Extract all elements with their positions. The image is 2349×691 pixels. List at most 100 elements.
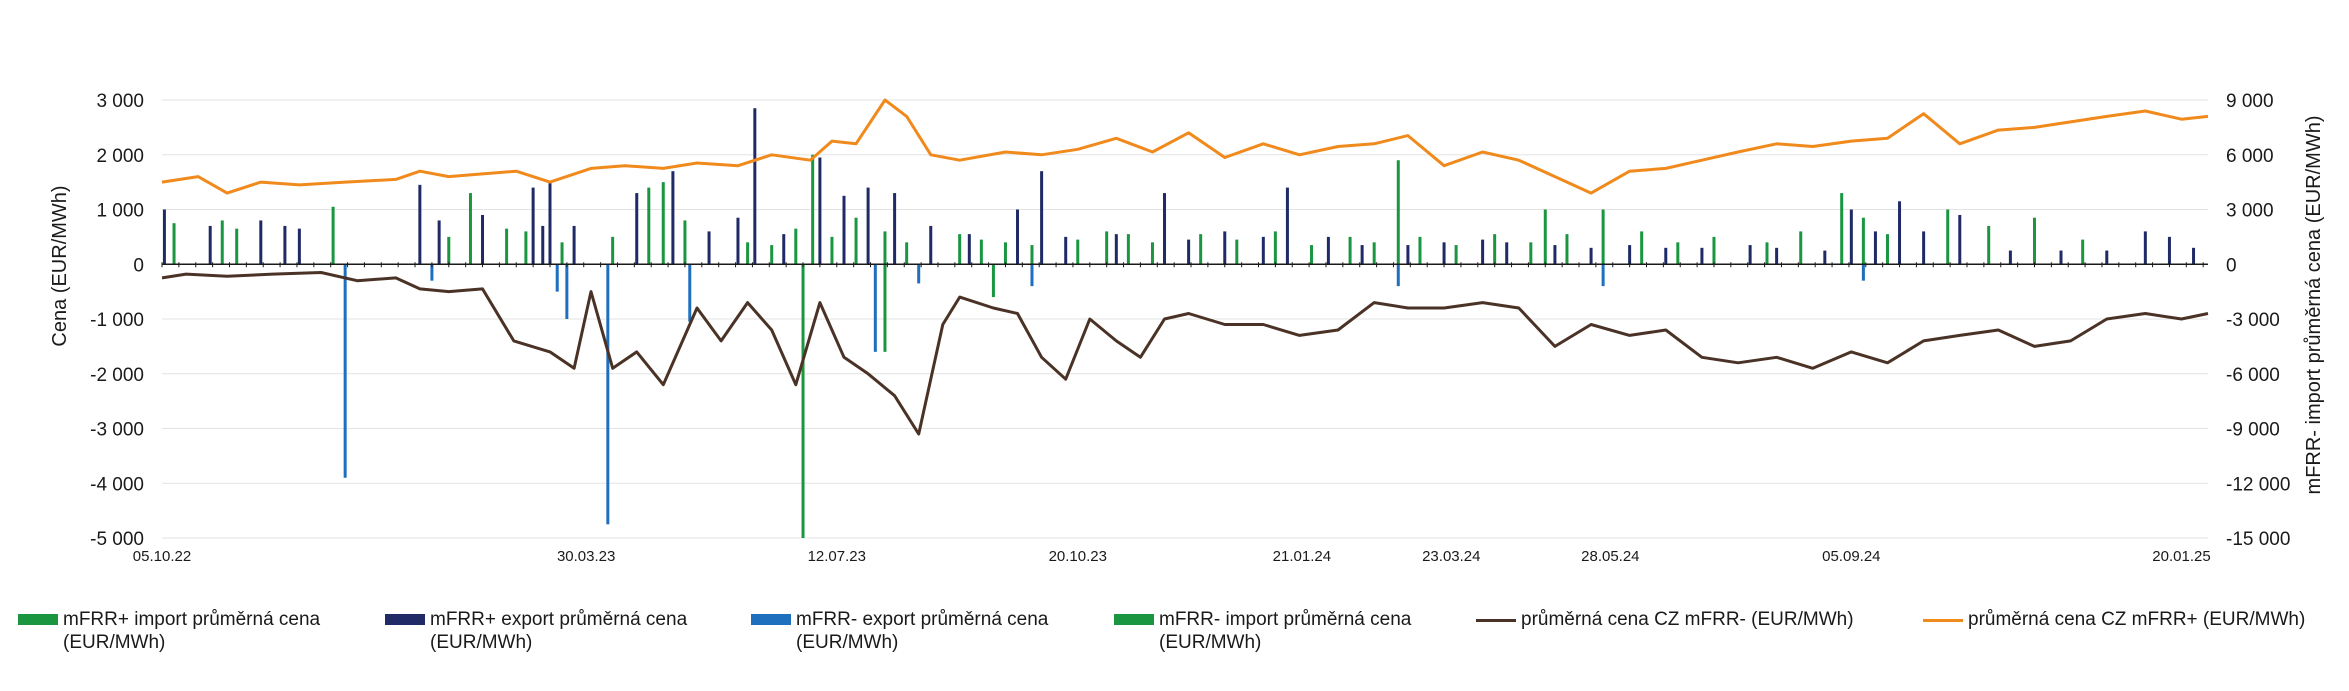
bar	[1987, 225, 1991, 265]
legend-swatch	[1476, 619, 1516, 622]
series-line	[161, 271, 2209, 436]
bar	[2032, 217, 2036, 265]
y-tick-label: 0	[133, 255, 144, 276]
y2-tick-label: -6 000	[2226, 365, 2280, 386]
y2-axis-title: mFRR- import průměrná cena (EUR/MWh)	[2303, 116, 2325, 495]
bar	[929, 225, 933, 265]
bar	[1493, 234, 1497, 265]
legend-item-mfrr-minus-import: mFRR- import průměrná cena (EUR/MWh)	[1114, 608, 1489, 654]
bar	[1016, 209, 1020, 265]
bar	[1640, 231, 1644, 265]
bar	[801, 264, 805, 538]
bar	[688, 264, 692, 322]
legend-label: mFRR+ import průměrná cena (EUR/MWh)	[63, 609, 321, 653]
y2-tick-label: 9 000	[2226, 91, 2274, 112]
bar	[343, 264, 347, 478]
bar	[1126, 234, 1130, 265]
y2-tick-label: -9 000	[2226, 420, 2280, 441]
bar	[331, 206, 335, 265]
bar	[283, 225, 287, 265]
bar	[1199, 234, 1203, 265]
bar	[1348, 236, 1352, 265]
bar	[606, 264, 610, 525]
bar	[671, 171, 675, 265]
bar	[1553, 245, 1557, 265]
bar	[548, 182, 552, 265]
bar	[1589, 247, 1593, 265]
y2-tick-label: -15 000	[2226, 529, 2290, 550]
bar	[635, 193, 639, 265]
bar	[905, 242, 909, 265]
legend: mFRR+ import průměrná cena (EUR/MWh) mFR…	[18, 608, 2338, 668]
x-tick-label: 05.09.24	[1822, 548, 1880, 565]
bar	[524, 231, 528, 265]
legend-label: mFRR+ export průměrná cena (EUR/MWh)	[430, 609, 688, 653]
bar	[481, 214, 485, 265]
bar	[1235, 239, 1239, 265]
bar	[2192, 247, 2196, 265]
bar	[1187, 239, 1191, 265]
y2-tick-label: -12 000	[2226, 474, 2290, 495]
bar	[794, 228, 798, 265]
x-tick-label: 20.10.23	[1049, 548, 1107, 565]
bar	[746, 242, 750, 265]
bar	[770, 245, 774, 265]
bar	[967, 234, 971, 265]
y2-tick-label: 0	[2226, 255, 2237, 276]
legend-item-mfrr-plus-import: mFRR+ import průměrná cena (EUR/MWh)	[18, 608, 393, 654]
bar	[1898, 201, 1902, 265]
bar	[1163, 193, 1167, 265]
bar	[883, 264, 887, 352]
bar	[842, 195, 846, 265]
y-tick-label: -3 000	[90, 420, 144, 441]
bar	[1885, 234, 1889, 265]
x-tick-label: 23.03.24	[1422, 548, 1480, 565]
bar	[162, 209, 166, 265]
bar	[917, 264, 921, 284]
series-lines	[161, 98, 2209, 436]
bar	[1150, 242, 1154, 265]
bar	[220, 220, 224, 265]
bars	[162, 108, 2196, 538]
bar	[2143, 231, 2147, 265]
axes: 3 000 2 000 1 000 0 -1 000 -2 000 -3 000 -4 000…	[90, 91, 2290, 565]
bar	[259, 220, 263, 265]
bar	[1273, 231, 1277, 265]
legend-swatch	[18, 614, 58, 625]
bar	[560, 242, 564, 265]
y2-tick-label: -3 000	[2226, 310, 2280, 331]
bar	[1003, 242, 1007, 265]
bar	[1529, 242, 1533, 265]
bar	[1326, 236, 1330, 265]
bar	[1040, 171, 1044, 265]
bar	[1873, 231, 1877, 265]
bar	[1861, 217, 1865, 265]
bar	[447, 236, 451, 265]
bar	[1765, 242, 1769, 265]
x-tick-label: 28.05.24	[1581, 548, 1639, 565]
bar	[707, 231, 711, 265]
bar	[611, 236, 615, 265]
legend-swatch	[385, 614, 425, 625]
bar	[1442, 242, 1446, 265]
bar	[1823, 250, 1827, 265]
bar	[1676, 242, 1680, 265]
y-tick-label: -5 000	[90, 529, 144, 550]
bar	[991, 264, 995, 298]
x-tick-label: 12.07.23	[808, 548, 866, 565]
bar	[893, 193, 897, 265]
legend-label: průměrná cena CZ mFRR+ (EUR/MWh)	[1968, 609, 2306, 630]
legend-swatch	[751, 614, 791, 625]
bar	[1310, 245, 1314, 265]
bar	[1223, 231, 1227, 265]
bar	[883, 231, 887, 265]
bar	[1601, 209, 1605, 265]
series-line	[161, 98, 2209, 195]
bar	[830, 236, 834, 265]
bar	[1372, 242, 1376, 265]
bar	[1849, 209, 1853, 265]
bar	[1114, 234, 1118, 265]
bar	[1601, 264, 1605, 287]
bar	[1628, 245, 1632, 265]
gridlines	[162, 99, 2208, 539]
